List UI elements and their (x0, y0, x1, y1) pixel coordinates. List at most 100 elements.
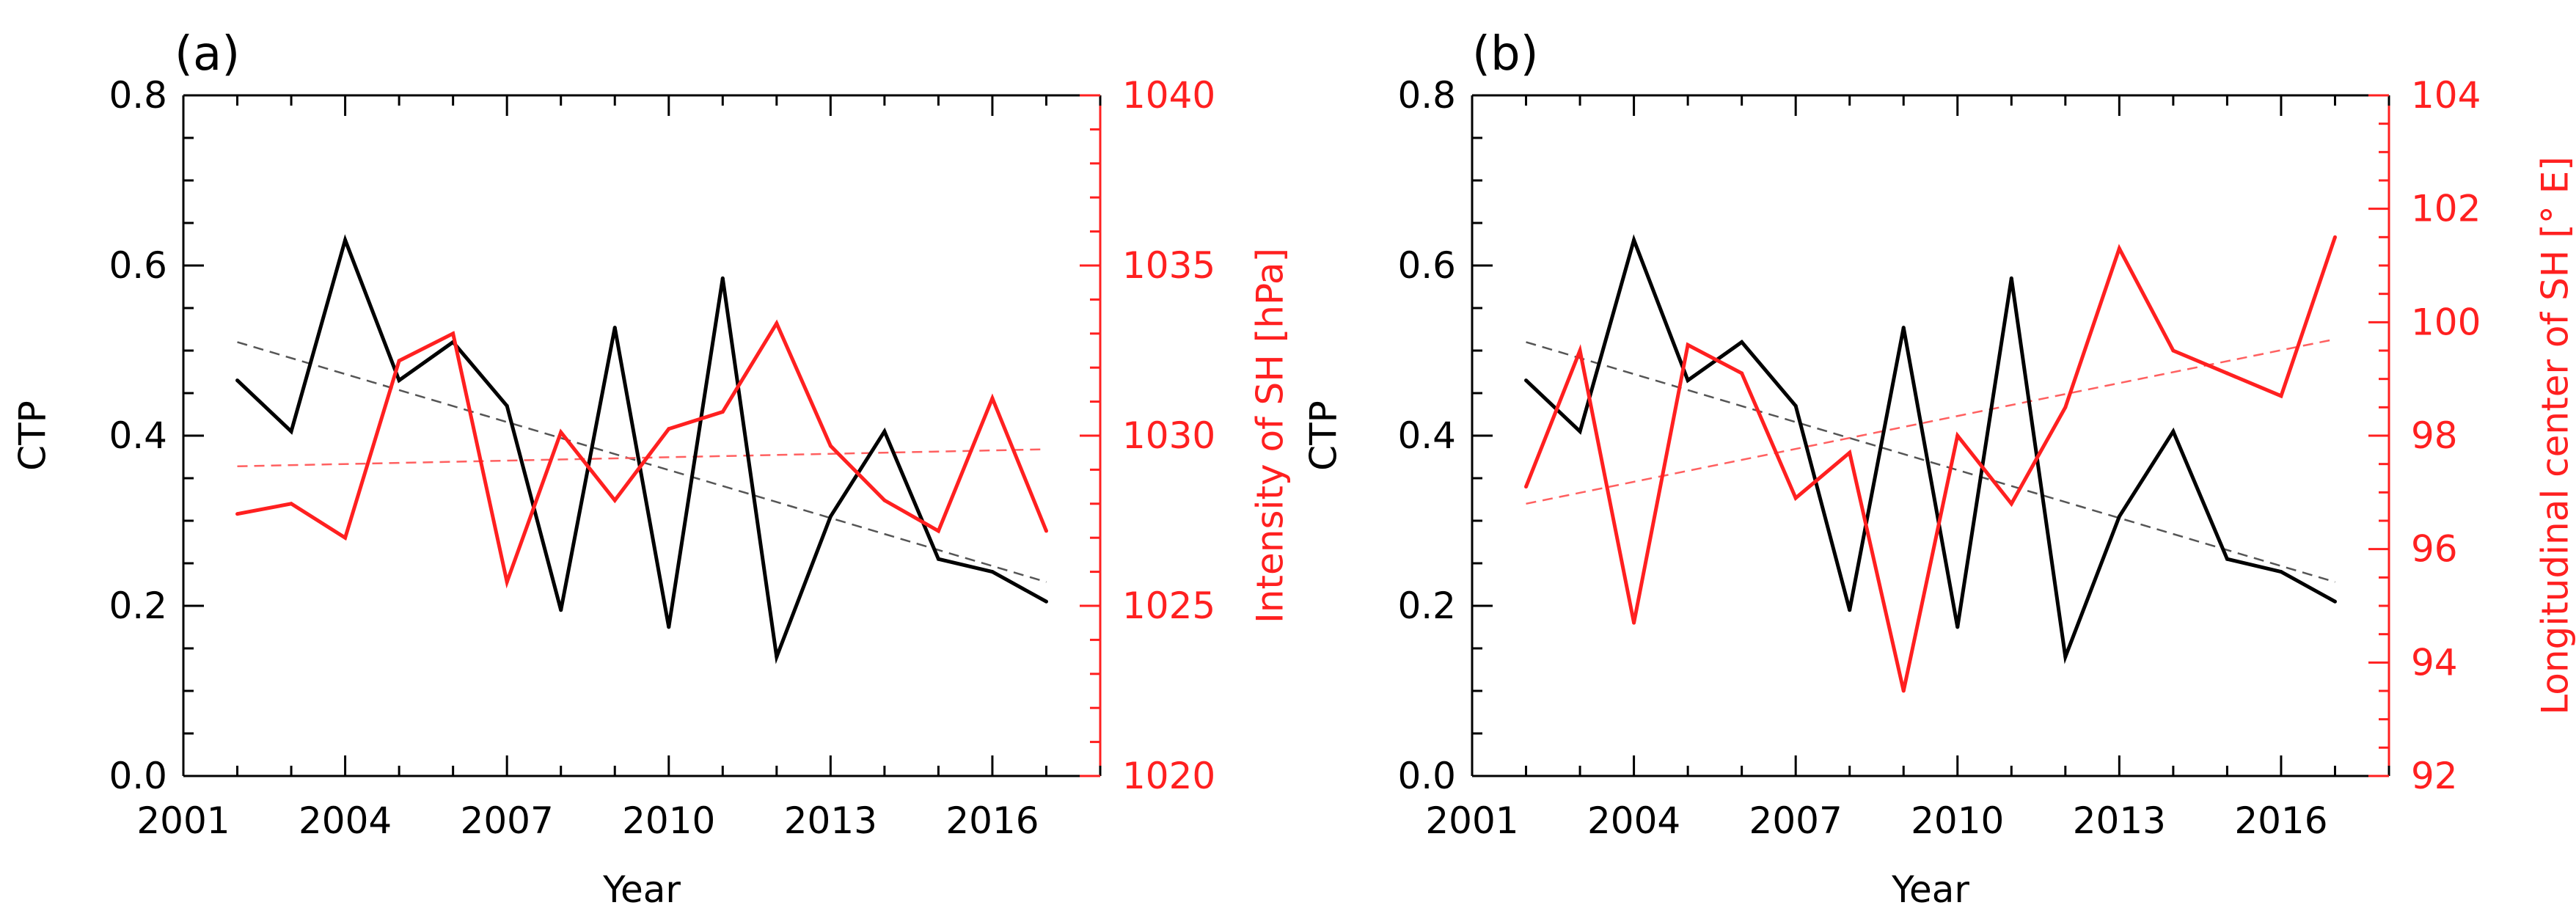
sh-point-2003 (289, 502, 293, 506)
sh-point-2017 (2332, 235, 2337, 239)
sh-point-2015 (936, 529, 940, 533)
chart-panel-a: (a) 2001 2004 2007 2010 2013 2016 Year 0.0 0.2 0.4… (12, 27, 1292, 911)
x-tick-label: 2013 (2073, 799, 2166, 842)
sh-point-2013 (828, 444, 833, 448)
x-tick-label: 2007 (461, 799, 554, 842)
y-right-tick-label: 102 (2411, 188, 2481, 230)
sh-point-2007 (1793, 496, 1798, 500)
sh-point-2009 (1901, 689, 1906, 693)
sh-point-2016 (990, 396, 995, 400)
ctp-point-2010 (1955, 625, 1960, 629)
ctp-point-2003 (289, 429, 293, 433)
y-left-tick-label: 0.6 (1397, 244, 1456, 287)
x-axis-title: Year (1891, 868, 1969, 911)
y-left-tick-label: 0.6 (109, 244, 167, 287)
ctp-point-2006 (1740, 340, 1744, 344)
ctp-point-2012 (775, 655, 779, 659)
sh-point-2011 (2009, 502, 2013, 506)
sh-point-2006 (451, 332, 455, 336)
ctp-point-2013 (2117, 514, 2121, 519)
sh-point-2006 (1740, 371, 1744, 376)
ctp-point-2016 (2279, 570, 2283, 574)
x-tick-label: 2010 (622, 799, 715, 842)
y-left-tick-label: 0.0 (109, 755, 167, 797)
sh-point-2002 (1524, 485, 1529, 489)
ctp-point-2008 (1848, 608, 1852, 612)
sh-point-2011 (720, 410, 725, 414)
sh-point-2008 (559, 430, 563, 434)
ctp-point-2014 (2171, 429, 2176, 433)
sh-point-2008 (1848, 450, 1852, 455)
sh-point-2016 (2279, 394, 2283, 398)
y-left-axis-title: CTP (12, 400, 54, 471)
y-left-tick-label: 0.8 (1397, 74, 1456, 117)
y-right-tick-label: 98 (2411, 414, 2458, 457)
ctp-point-2005 (397, 378, 401, 383)
ctp-point-2008 (559, 608, 563, 612)
y-right-tick-label: 1035 (1122, 244, 1215, 287)
x-tick-label: 2007 (1749, 799, 1843, 842)
ctp-series-line (235, 234, 1047, 664)
sh-point-2002 (235, 512, 240, 516)
ctp-point-2011 (2009, 276, 2013, 280)
sh-point-2014 (2171, 348, 2176, 353)
ctp-point-2017 (1044, 599, 1048, 604)
sh-point-2004 (343, 535, 348, 540)
ctp-point-2010 (667, 625, 671, 629)
y-right-axis-title: Longitudinal center of SH [° E] (2534, 156, 2576, 715)
y-right-tick-label: 100 (2411, 301, 2481, 343)
x-tick-label: 2016 (945, 799, 1039, 842)
sh-point-2012 (775, 321, 779, 326)
sh-point-2007 (505, 580, 509, 585)
ctp-point-2011 (720, 276, 725, 280)
x-axis-title: Year (602, 868, 681, 911)
x-tick-label: 2004 (1587, 799, 1680, 842)
x-tick-label: 2013 (784, 799, 877, 842)
y-right-tick-label: 96 (2411, 528, 2458, 571)
sh-point-2012 (2063, 405, 2068, 409)
ctp-trend-line (1526, 341, 2335, 583)
y-right-tick-label: 1025 (1122, 585, 1215, 627)
ctp-point-2017 (2332, 599, 2337, 604)
ctp-point-2015 (2225, 557, 2229, 561)
sh-point-2013 (2117, 246, 2121, 251)
y-left-tick-label: 0.0 (1397, 755, 1456, 797)
x-tick-label: 2004 (299, 799, 392, 842)
sh-series-line (1524, 236, 2337, 692)
ctp-point-2013 (828, 514, 833, 519)
sh-point-2004 (1632, 620, 1636, 625)
sh-point-2014 (882, 498, 887, 502)
sh-point-2010 (1955, 433, 1960, 438)
panel-label: (a) (175, 27, 240, 81)
panel-label: (b) (1472, 27, 1539, 81)
ctp-point-2012 (2063, 655, 2068, 659)
ctp-point-2005 (1686, 378, 1690, 383)
sh-point-2003 (1578, 348, 1582, 353)
x-tick-label: 2001 (1425, 799, 1518, 842)
sh-point-2005 (1686, 343, 1690, 347)
y-right-axis-title: Intensity of SH [hPa] (1249, 248, 1292, 623)
ctp-point-2009 (1901, 326, 1906, 330)
y-left-tick-label: 0.4 (1397, 414, 1456, 457)
ctp-point-2014 (882, 429, 887, 433)
y-left-tick-label: 0.2 (109, 585, 167, 627)
sh-point-2009 (612, 498, 617, 502)
ctp-point-2009 (612, 326, 617, 330)
ctp-point-2003 (1578, 429, 1582, 433)
ctp-point-2015 (936, 557, 940, 561)
ctp-point-2004 (1632, 238, 1636, 242)
ctp-point-2002 (1524, 378, 1529, 383)
y-left-axis-title: CTP (1303, 400, 1345, 471)
chart-panel-b: (b) 2001 2004 2007 2010 2013 2016 Year 0.0 0.2 0.4… (1303, 27, 2576, 911)
y-left-tick-label: 0.8 (109, 74, 167, 117)
ctp-series-line (1524, 234, 2336, 664)
ctp-point-2004 (343, 238, 348, 242)
ctp-point-2016 (990, 570, 995, 574)
y-left-tick-label: 0.4 (109, 414, 167, 457)
y-right-tick-label: 1030 (1122, 414, 1215, 457)
sh-point-2010 (667, 427, 671, 431)
ctp-point-2007 (1793, 403, 1798, 408)
sh-series-line (237, 319, 1048, 589)
y-right-tick-label: 1040 (1122, 74, 1215, 117)
